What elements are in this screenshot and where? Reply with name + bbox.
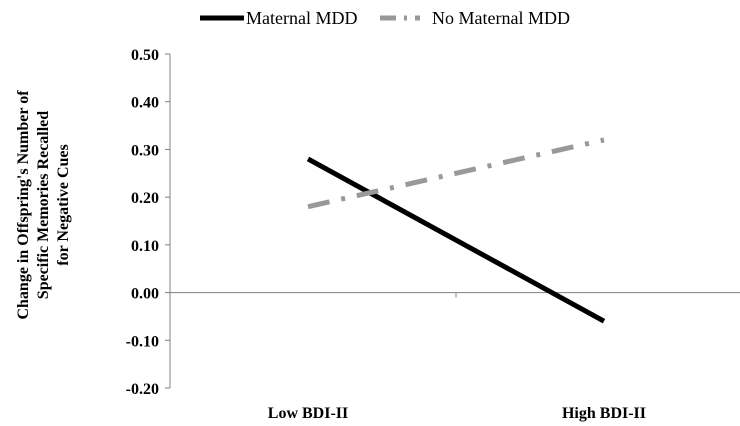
y-tick-label: 0.10 xyxy=(131,238,159,255)
x-category-label: Low BDI-II xyxy=(268,405,348,422)
y-axis-title: Change in Offspring's Number of Specific… xyxy=(15,90,72,320)
y-axis-title-line-2: Specific Memories Recalled xyxy=(35,111,52,299)
x-category-labels: Low BDI-II High BDI-II xyxy=(268,405,646,422)
y-ticks: 0.50 0.40 0.30 0.20 0.10 0.00 -0.10 -0.20 xyxy=(126,47,170,398)
legend-label-maternal-mdd: Maternal MDD xyxy=(246,8,357,28)
y-axis-title-line-3: for Negative Cues xyxy=(55,144,72,265)
axes xyxy=(169,54,740,388)
y-tick-label: 0.30 xyxy=(131,142,159,159)
y-tick-label: -0.20 xyxy=(126,381,159,398)
y-tick-label: 0.00 xyxy=(131,286,159,303)
y-tick-label: 0.20 xyxy=(131,190,159,207)
x-category-label: High BDI-II xyxy=(562,405,646,422)
series-line-maternal-mdd xyxy=(306,156,606,324)
legend: Maternal MDD No Maternal MDD xyxy=(200,8,570,28)
series-lines xyxy=(306,137,606,324)
y-tick-label: 0.50 xyxy=(131,47,159,64)
series-line-no-maternal-mdd xyxy=(307,137,605,210)
y-tick-label: 0.40 xyxy=(131,95,159,112)
y-axis-title-line-1: Change in Offspring's Number of xyxy=(15,90,32,320)
y-tick-label: -0.10 xyxy=(126,333,159,350)
legend-label-no-maternal-mdd: No Maternal MDD xyxy=(432,8,570,28)
